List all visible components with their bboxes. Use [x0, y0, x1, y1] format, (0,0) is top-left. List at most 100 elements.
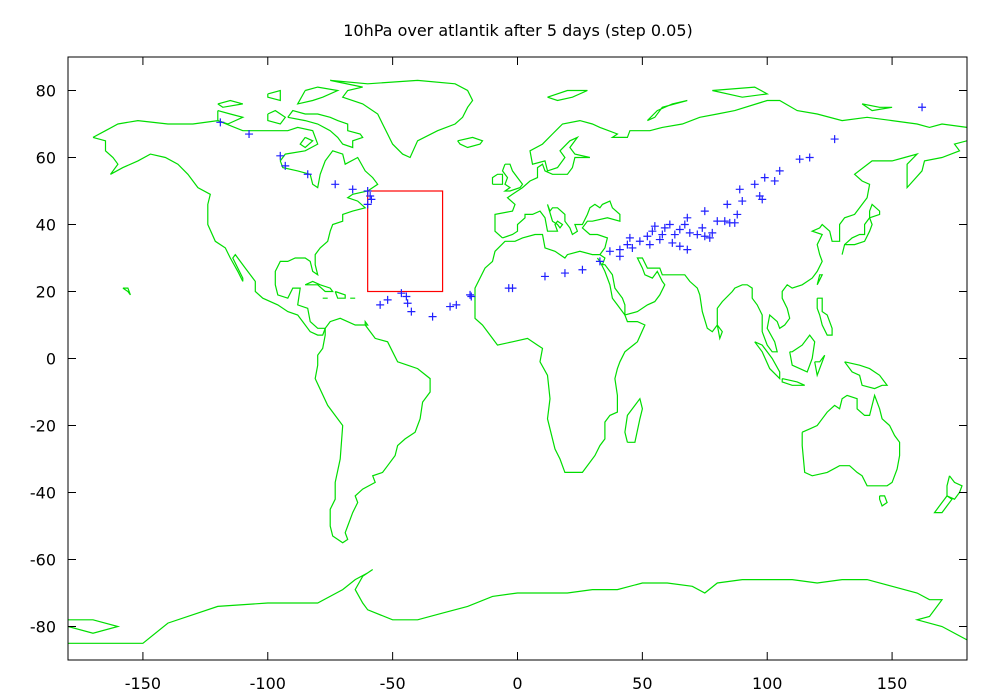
x-tick-label: 0	[512, 674, 522, 693]
trajectory-point	[680, 220, 689, 229]
region-box	[367, 190, 444, 293]
trajectory-point	[216, 118, 225, 127]
y-tick-label: -80	[30, 618, 56, 637]
trajectory-point	[760, 173, 769, 182]
trajectory-point	[276, 151, 285, 160]
trajectory-point	[366, 192, 375, 201]
coastline	[457, 136, 484, 149]
y-tick-label: 40	[36, 216, 56, 235]
x-tick-label: 100	[752, 674, 783, 693]
x-tick-label: -100	[250, 674, 286, 693]
coastline	[267, 109, 287, 125]
coastline	[122, 287, 131, 296]
trajectory-point	[675, 242, 684, 251]
x-tick-label: 50	[632, 674, 652, 693]
coastline	[314, 317, 431, 544]
coastline	[296, 86, 340, 105]
y-tick-label: -40	[30, 484, 56, 503]
trajectory-point	[643, 232, 652, 241]
trajectory-point	[403, 299, 412, 308]
trajectory-point	[560, 269, 569, 278]
trajectory-point	[770, 176, 779, 185]
coastline	[217, 99, 243, 108]
trajectory-point	[452, 300, 461, 309]
coastline	[494, 99, 967, 239]
trajectory-points-layer	[216, 103, 927, 321]
coastline	[801, 393, 901, 487]
trajectory-point	[540, 272, 549, 281]
chart-title: 10hPa over atlantik after 5 days (step 0…	[343, 21, 692, 40]
trajectory-point	[397, 289, 406, 298]
coastline	[330, 79, 474, 159]
trajectory-point	[830, 135, 839, 144]
coastline	[68, 569, 967, 644]
trajectory-point	[738, 197, 747, 206]
trajectory-point	[683, 213, 692, 222]
coastline	[868, 203, 881, 219]
trajectory-point	[628, 243, 637, 252]
trajectory-point	[303, 170, 312, 179]
trajectory-point	[650, 222, 659, 231]
trajectory-point	[675, 225, 684, 234]
trajectory-point	[735, 185, 744, 194]
coastline	[267, 89, 281, 102]
trajectory-point	[805, 153, 814, 162]
coastline	[304, 280, 334, 293]
trajectory-point	[645, 240, 654, 249]
plot-frame	[67, 56, 968, 661]
trajectory-point	[281, 161, 290, 170]
trajectory-point	[668, 238, 677, 247]
trajectory-point	[595, 257, 604, 266]
y-tick-label: -20	[30, 417, 56, 436]
trajectory-point	[665, 220, 674, 229]
trajectory-point	[730, 218, 739, 227]
axes: -150 -100 -50 0 50 100 150 -80 -60 -40 -20 0 20 40 60 8…	[30, 56, 968, 693]
trajectory-point	[698, 223, 707, 232]
trajectory-point	[685, 228, 694, 237]
trajectory-point	[700, 207, 709, 216]
coastline	[861, 103, 893, 112]
coastline	[92, 119, 379, 336]
trajectory-point	[705, 233, 714, 242]
trajectory-point	[733, 210, 742, 219]
trajectory-point	[245, 130, 254, 139]
coastline	[68, 619, 121, 634]
trajectory-point	[402, 292, 411, 301]
trajectory-point	[700, 232, 709, 241]
trajectory-point	[635, 237, 644, 246]
coastline	[287, 109, 364, 149]
coastline	[491, 173, 504, 185]
trajectory-point	[407, 307, 416, 316]
y-tick-label: 60	[36, 149, 56, 168]
coastline	[334, 290, 346, 299]
trajectory-point	[615, 252, 624, 261]
trajectory-point	[723, 200, 732, 209]
trajectory-point	[658, 230, 667, 239]
x-tick-label: 150	[877, 674, 908, 693]
y-tick-label: -60	[30, 551, 56, 570]
coastline	[754, 341, 781, 381]
x-tick-label: -150	[125, 674, 161, 693]
trajectory-point	[348, 185, 357, 194]
trajectory-point	[363, 200, 372, 209]
trajectory-point	[578, 265, 587, 274]
trajectory-point	[363, 187, 372, 195]
trajectory-point	[720, 217, 729, 226]
trajectory-point	[670, 230, 679, 239]
trajectory-point	[605, 247, 614, 256]
trajectory-point	[750, 180, 759, 189]
trajectory-point	[383, 295, 392, 304]
coastline	[712, 86, 770, 98]
trajectory-point	[367, 195, 376, 204]
coastline	[716, 324, 723, 341]
coastline	[816, 297, 833, 336]
region-box-layer	[367, 190, 444, 293]
y-tick-label: 80	[36, 82, 56, 101]
coastline	[844, 361, 889, 390]
trajectory-point	[466, 290, 475, 299]
y-tick-label: 20	[36, 283, 56, 302]
trajectory-point	[446, 302, 455, 311]
coastline	[217, 110, 245, 125]
trajectory-point	[758, 195, 767, 204]
